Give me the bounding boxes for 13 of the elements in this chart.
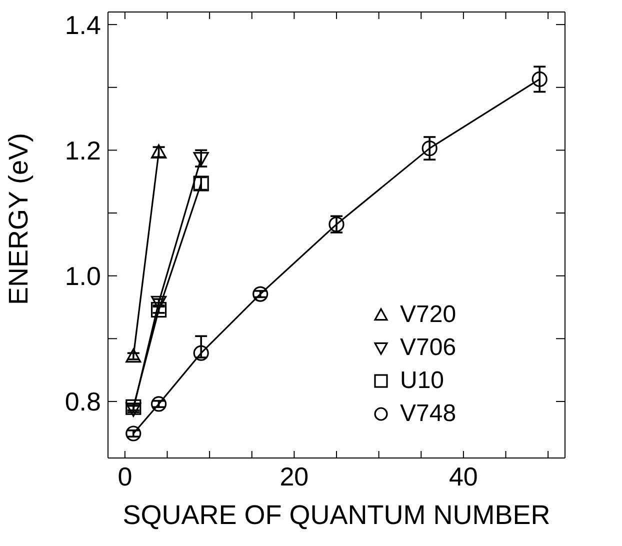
x-tick-label: 0 xyxy=(118,461,132,492)
x-axis-title: SQUARE OF QUANTUM NUMBER xyxy=(122,500,550,530)
legend-label: V748 xyxy=(400,400,456,428)
x-tick-label: 20 xyxy=(280,461,309,492)
y-tick-label: 1.4 xyxy=(64,10,101,40)
y-tick-label: 1.2 xyxy=(64,135,101,166)
y-axis-title: ENERGY (eV) xyxy=(4,132,34,305)
legend-label: V706 xyxy=(400,334,456,362)
x-tick-label: 40 xyxy=(448,461,478,492)
legend-label: V720 xyxy=(400,300,456,328)
y-tick-label: 0.8 xyxy=(64,386,101,417)
y-tick-label: 1.0 xyxy=(64,261,101,292)
legend-label: U10 xyxy=(400,366,444,394)
